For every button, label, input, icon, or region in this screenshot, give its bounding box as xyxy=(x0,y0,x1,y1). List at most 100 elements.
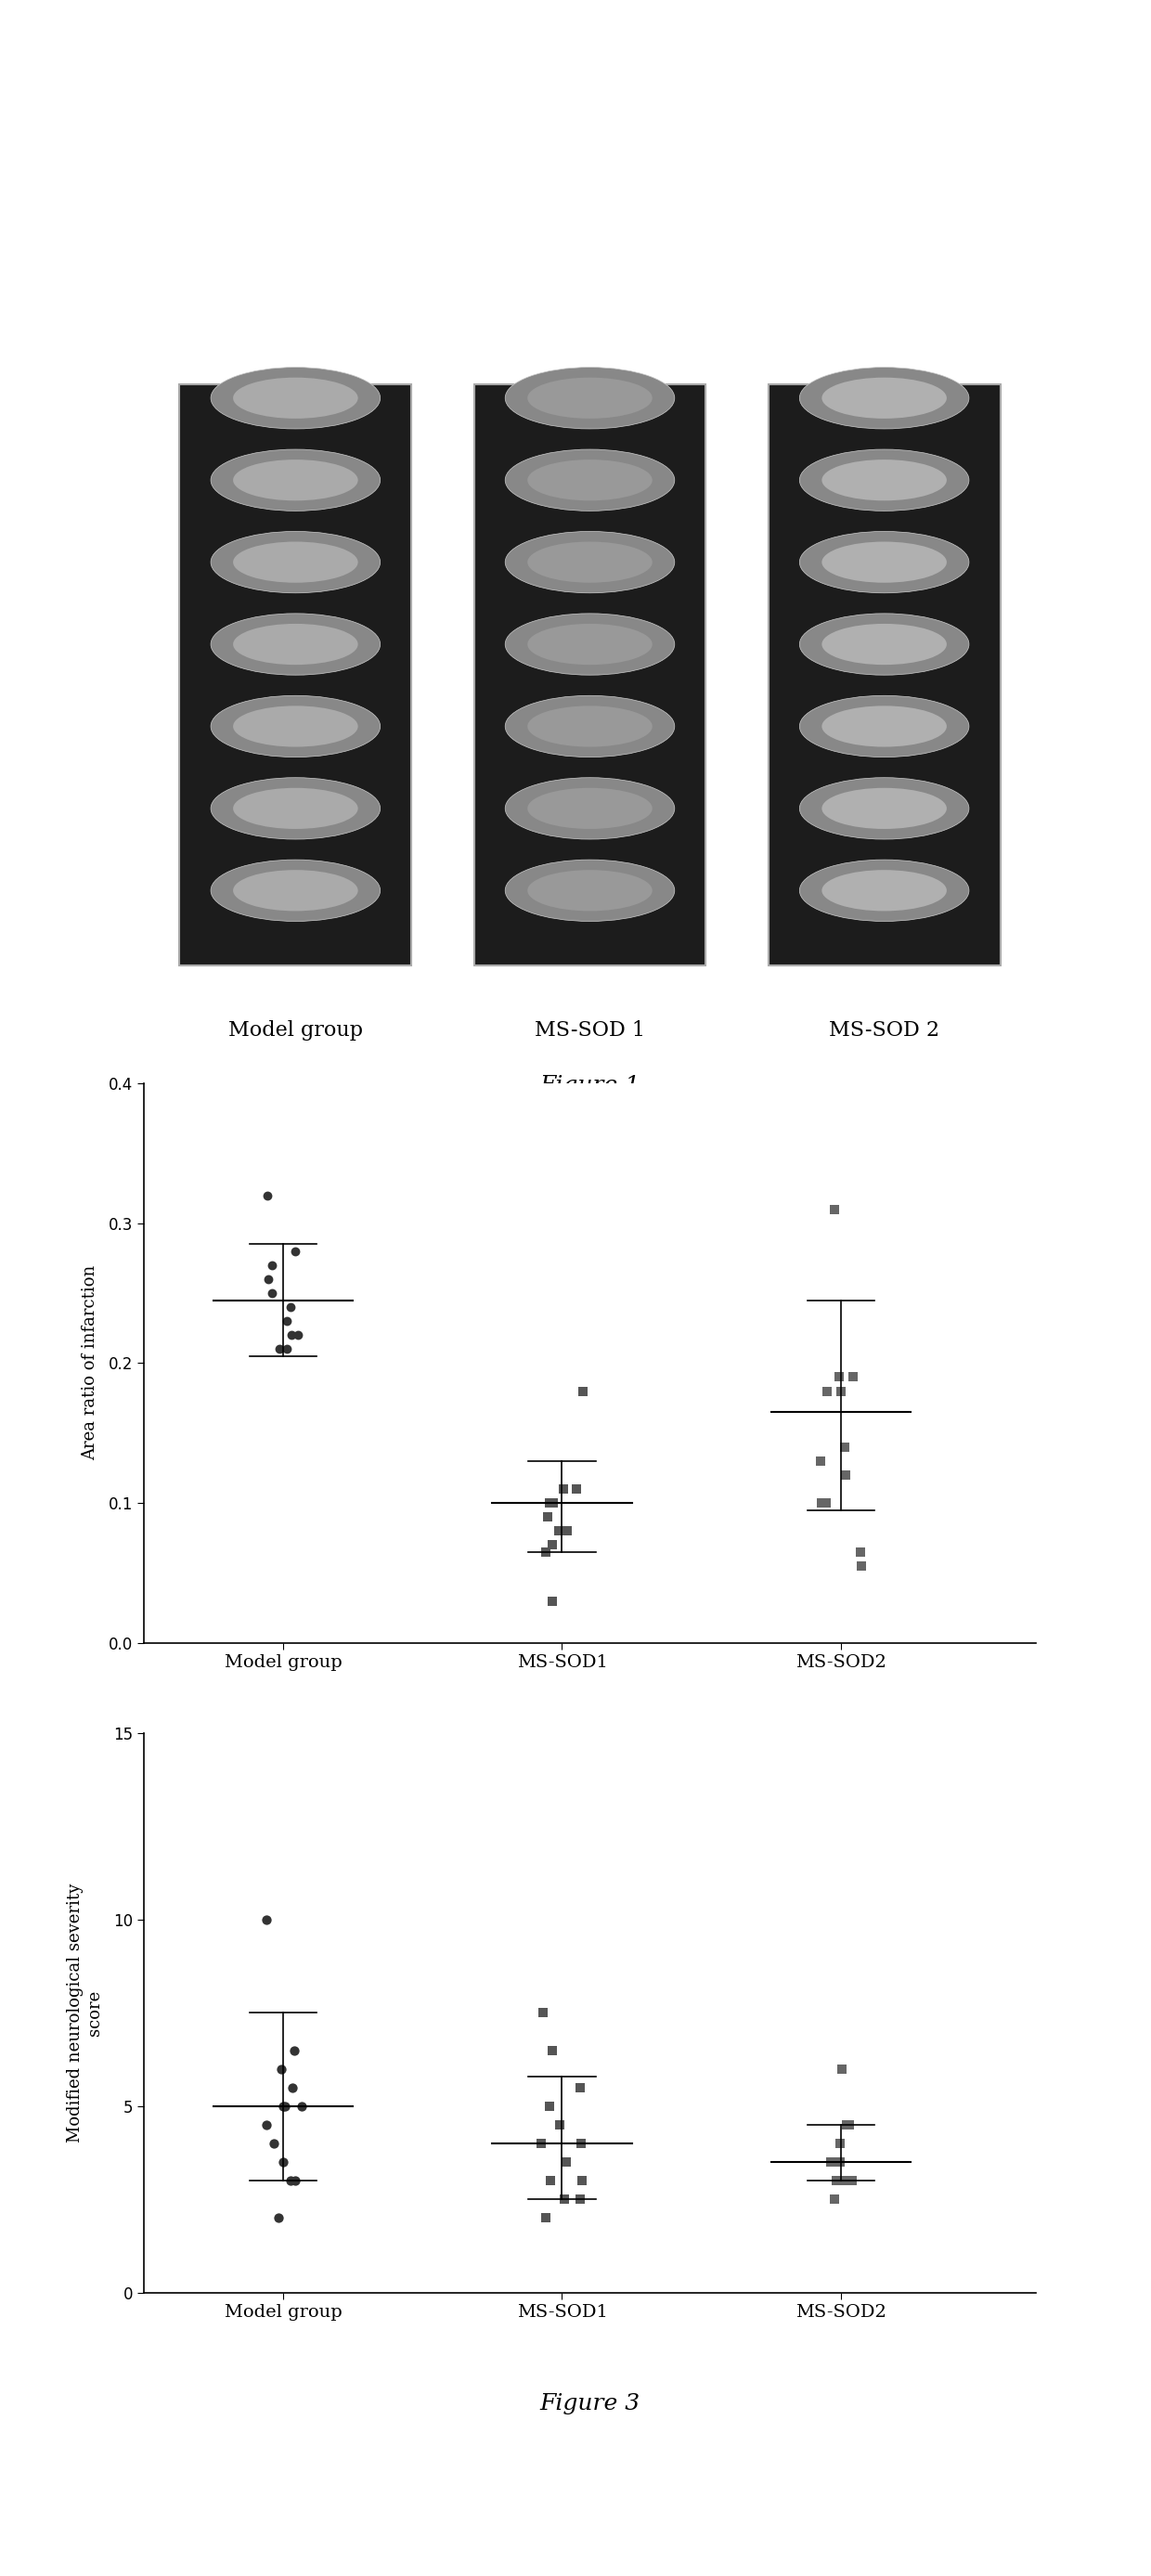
Point xyxy=(813,1481,831,1522)
Text: Model group: Model group xyxy=(228,1020,363,1041)
Ellipse shape xyxy=(800,613,969,675)
Point xyxy=(831,2123,849,2164)
Point xyxy=(540,2087,558,2128)
Ellipse shape xyxy=(505,368,674,428)
Point xyxy=(258,1175,276,1216)
Point xyxy=(571,2179,589,2221)
Point xyxy=(277,1301,296,1342)
Ellipse shape xyxy=(233,706,358,747)
Point xyxy=(277,1329,296,1370)
Point xyxy=(262,1273,281,1314)
Point xyxy=(292,2087,311,2128)
Point xyxy=(541,2161,559,2202)
Point xyxy=(573,1370,592,1412)
Point xyxy=(830,1358,848,1399)
Ellipse shape xyxy=(233,379,358,417)
Ellipse shape xyxy=(505,448,674,510)
Point xyxy=(828,2161,846,2202)
Point xyxy=(283,2066,302,2107)
Point xyxy=(837,2105,855,2146)
Ellipse shape xyxy=(527,623,653,665)
Point xyxy=(272,2048,290,2089)
Point xyxy=(832,2048,851,2089)
Point xyxy=(543,1579,562,1620)
Ellipse shape xyxy=(822,788,946,829)
Point xyxy=(573,2161,592,2202)
FancyBboxPatch shape xyxy=(769,384,1000,966)
Point xyxy=(843,2161,861,2202)
Ellipse shape xyxy=(233,623,358,665)
Text: Figure 1: Figure 1 xyxy=(540,1074,640,1097)
Point xyxy=(836,1427,854,1468)
Ellipse shape xyxy=(211,531,380,592)
Text: MS-SOD 1: MS-SOD 1 xyxy=(535,1020,645,1041)
Point xyxy=(555,2179,573,2221)
Point xyxy=(287,1231,305,1273)
Point xyxy=(852,1530,870,1571)
Point xyxy=(274,2087,292,2128)
Point xyxy=(571,2066,589,2107)
Point xyxy=(831,2161,849,2202)
Point xyxy=(275,2087,294,2128)
Ellipse shape xyxy=(233,871,358,912)
Ellipse shape xyxy=(211,368,380,428)
Ellipse shape xyxy=(822,541,946,582)
Text: Figure 2: Figure 2 xyxy=(540,1744,640,1765)
Point xyxy=(557,2141,576,2182)
Point xyxy=(536,2197,555,2239)
Ellipse shape xyxy=(505,531,674,592)
Point xyxy=(540,1481,558,1522)
Point xyxy=(269,2197,288,2239)
Point xyxy=(285,2030,304,2071)
Ellipse shape xyxy=(527,459,653,500)
Text: MS-SOD 2: MS-SOD 2 xyxy=(829,1020,939,1041)
FancyBboxPatch shape xyxy=(474,384,706,966)
Ellipse shape xyxy=(822,379,946,417)
Point xyxy=(845,1358,863,1399)
Point xyxy=(539,1497,557,1538)
Point xyxy=(840,2161,859,2202)
Point xyxy=(265,2123,283,2164)
Ellipse shape xyxy=(505,696,674,757)
Point xyxy=(825,1188,844,1229)
Point xyxy=(285,2161,304,2202)
Point xyxy=(818,1370,837,1412)
Point xyxy=(831,2141,849,2182)
Ellipse shape xyxy=(505,860,674,922)
Ellipse shape xyxy=(527,541,653,582)
Point xyxy=(543,2030,562,2071)
Point xyxy=(572,2123,590,2164)
Point xyxy=(543,1525,562,1566)
Point xyxy=(840,2105,859,2146)
Ellipse shape xyxy=(527,871,653,912)
Point xyxy=(533,1991,551,2032)
Point xyxy=(567,1468,586,1510)
Point xyxy=(262,1244,281,1285)
Ellipse shape xyxy=(527,379,653,417)
Point xyxy=(274,2141,292,2182)
Point xyxy=(281,1285,299,1327)
Point xyxy=(853,1546,871,1587)
Ellipse shape xyxy=(527,706,653,747)
Point xyxy=(550,2105,569,2146)
Point xyxy=(828,2161,846,2202)
Ellipse shape xyxy=(822,459,946,500)
Ellipse shape xyxy=(800,448,969,510)
Ellipse shape xyxy=(800,860,969,922)
Ellipse shape xyxy=(822,623,946,665)
Ellipse shape xyxy=(211,696,380,757)
Ellipse shape xyxy=(800,778,969,840)
Ellipse shape xyxy=(527,788,653,829)
Ellipse shape xyxy=(211,613,380,675)
Y-axis label: Area ratio of infarction: Area ratio of infarction xyxy=(82,1265,98,1461)
Point xyxy=(554,1468,572,1510)
Ellipse shape xyxy=(211,860,380,922)
Point xyxy=(281,2161,299,2202)
Point xyxy=(269,1329,288,1370)
Point xyxy=(822,2141,840,2182)
Ellipse shape xyxy=(233,788,358,829)
Point xyxy=(282,1314,300,1355)
Ellipse shape xyxy=(800,696,969,757)
Point xyxy=(536,1530,555,1571)
Point xyxy=(558,1510,577,1551)
